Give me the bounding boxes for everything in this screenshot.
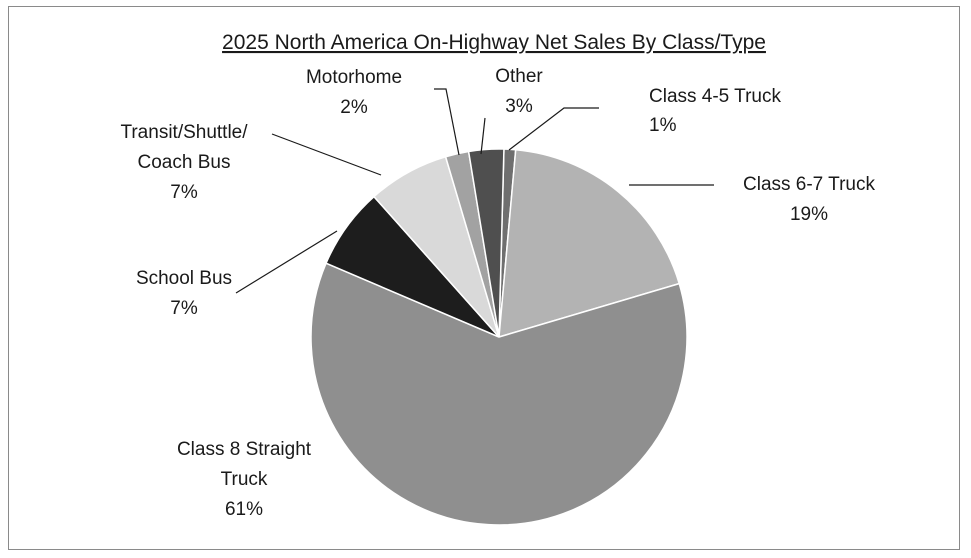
leader-line-class-4-5-truck (508, 107, 599, 151)
slice-value-class-8-straight-truck: 61% (225, 499, 263, 520)
slice-name-transit-shuttle-coach-bus-1: Coach Bus (138, 152, 231, 173)
slice-name-other-0: Other (495, 66, 543, 87)
pie-slice-class-8-straight-truck (310, 262, 688, 526)
slice-name-class-6-7-truck-0: Class 6-7 Truck (743, 174, 875, 195)
slice-name-transit-shuttle-coach-bus-0: Transit/Shuttle/ (120, 122, 248, 143)
slice-name-motorhome-0: Motorhome (306, 67, 402, 88)
leader-lines (235, 88, 714, 294)
pie-chart: 2025 North America On-Highway Net Sales … (120, 31, 875, 526)
slice-value-transit-shuttle-coach-bus: 7% (170, 182, 198, 203)
leader-line-school-bus (235, 230, 338, 294)
slice-name-class-8-straight-truck-0: Class 8 Straight (177, 439, 312, 460)
chart-title: 2025 North America On-Highway Net Sales … (222, 31, 766, 54)
slice-name-class-8-straight-truck-1: Truck (221, 469, 268, 490)
slice-value-school-bus: 7% (170, 298, 198, 319)
slice-value-other: 3% (505, 96, 533, 117)
slice-value-motorhome: 2% (340, 97, 368, 118)
pie-slice-class-6-7-truck (498, 148, 681, 339)
pie-slices (310, 148, 688, 526)
leader-line-other (480, 117, 486, 155)
pie-slice-other (467, 148, 505, 338)
slice-name-class-4-5-truck-0: Class 4-5 Truck (649, 86, 781, 107)
slice-value-class-6-7-truck: 19% (790, 204, 828, 225)
chart-frame: 2025 North America On-Highway Net Sales … (8, 6, 960, 550)
slice-labels: Class 4-5 Truck 1% Class 6-7 Truck 19% Class… (120, 66, 875, 520)
slice-name-school-bus-0: School Bus (136, 268, 232, 289)
leader-line-transit-shuttle-coach-bus (271, 133, 382, 176)
slice-value-class-4-5-truck: 1% (649, 115, 677, 136)
leader-line-motorhome (434, 88, 460, 156)
